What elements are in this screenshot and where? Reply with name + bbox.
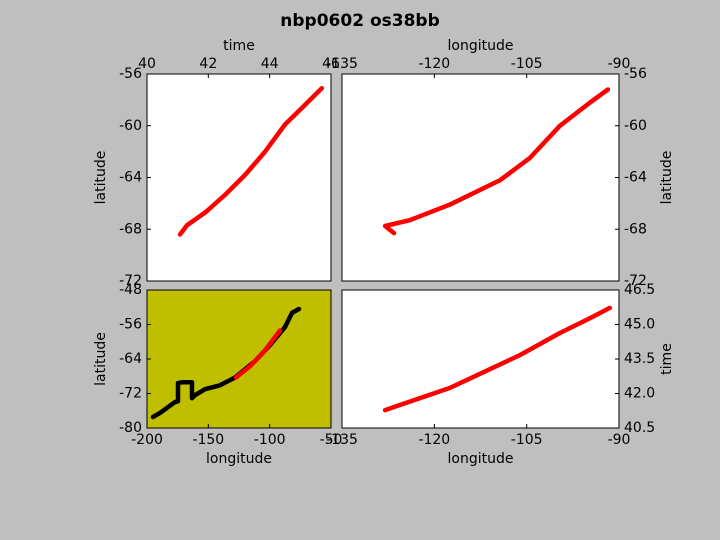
y-tick-label: -80: [119, 420, 142, 436]
y-tick-label: 45.0: [624, 317, 655, 333]
figure-title: nbp0602 os38bb: [280, 11, 439, 31]
y-tick-label: 43.5: [624, 351, 655, 367]
data-line: [177, 85, 325, 237]
x-axis-label: time: [223, 38, 255, 54]
y-tick-label: -68: [624, 221, 647, 237]
x-tick-label: -150: [192, 432, 224, 448]
data-line: [382, 87, 611, 236]
x-axis-label: longitude: [448, 38, 514, 54]
x-tick-label: 44: [261, 56, 279, 72]
y-tick-label: -60: [119, 118, 142, 134]
y-tick-label: -64: [624, 170, 647, 186]
plot-area: [342, 74, 619, 281]
x-tick-label: -105: [511, 56, 543, 72]
y-tick-label: -64: [119, 351, 142, 367]
x-tick-label: -100: [254, 432, 286, 448]
x-tick-label: -135: [326, 56, 358, 72]
y-tick-label: -72: [624, 273, 647, 289]
x-tick-label: -105: [511, 432, 543, 448]
y-axis-label: latitude: [659, 151, 675, 205]
y-tick-label: -56: [119, 317, 142, 333]
x-tick-label: -90: [608, 56, 631, 72]
data-line: [382, 305, 613, 413]
y-tick-label: -48: [119, 282, 142, 298]
plot-area: [342, 290, 619, 428]
x-tick-label: 40: [138, 56, 156, 72]
x-tick-label: -120: [418, 432, 450, 448]
y-tick-label: 46.5: [624, 282, 655, 298]
y-tick-label: -64: [119, 170, 142, 186]
y-axis-label: latitude: [93, 151, 109, 205]
x-tick-label: -120: [418, 56, 450, 72]
y-tick-label: -56: [119, 66, 142, 82]
x-axis-label: longitude: [206, 451, 272, 467]
x-tick-label: -200: [131, 432, 163, 448]
y-tick-label: -60: [624, 118, 647, 134]
x-tick-label: -135: [326, 432, 358, 448]
x-axis-label: longitude: [448, 451, 514, 467]
y-tick-label: 42.0: [624, 386, 655, 402]
y-tick-label: 40.5: [624, 420, 655, 436]
x-tick-label: -50: [320, 432, 343, 448]
plot-area: [147, 290, 331, 428]
y-axis-label: time: [659, 343, 675, 375]
x-tick-label: 46: [322, 56, 340, 72]
y-tick-label: -68: [119, 221, 142, 237]
x-tick-label: -90: [608, 432, 631, 448]
y-tick-label: -56: [624, 66, 647, 82]
y-axis-label: latitude: [93, 332, 109, 386]
x-tick-label: 42: [199, 56, 217, 72]
y-tick-label: -72: [119, 386, 142, 402]
y-tick-label: -72: [119, 273, 142, 289]
data-line: [233, 328, 283, 380]
